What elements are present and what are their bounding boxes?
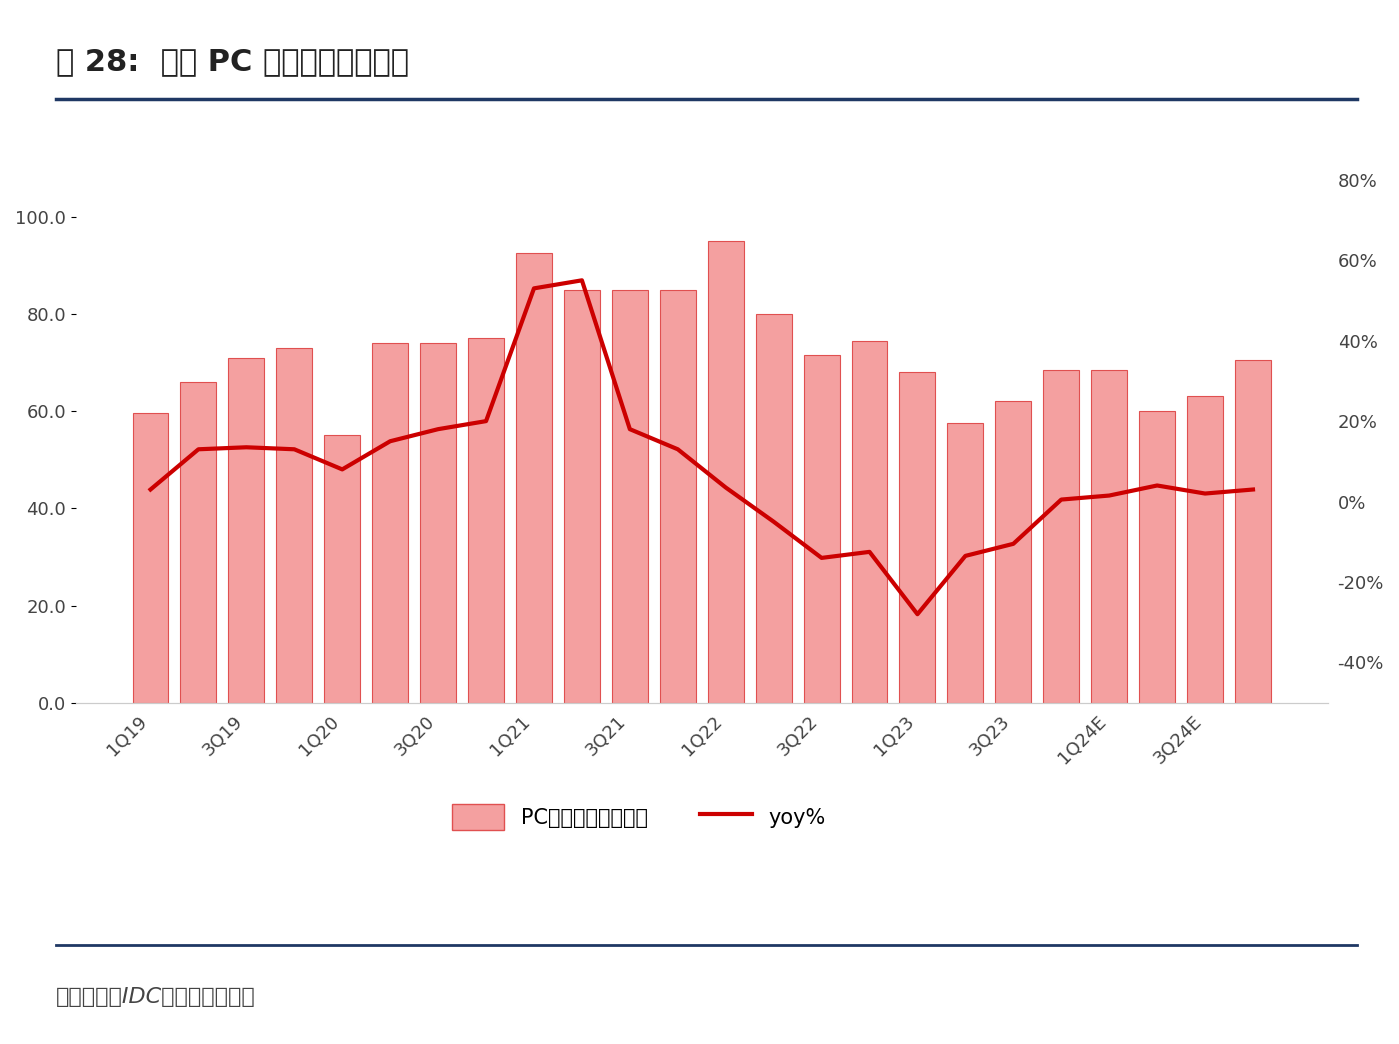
Bar [947, 423, 983, 703]
Bar [660, 289, 695, 703]
Bar [1188, 397, 1223, 703]
Bar [1235, 360, 1270, 703]
Bar [1139, 411, 1175, 703]
Bar [803, 355, 839, 703]
Bar [180, 382, 217, 703]
Bar [325, 435, 360, 703]
Bar [611, 289, 648, 703]
Bar [995, 401, 1031, 703]
Bar [1044, 370, 1079, 703]
Bar [708, 241, 744, 703]
Bar [372, 343, 409, 703]
Bar [755, 314, 792, 703]
Bar [1091, 370, 1128, 703]
Bar [852, 340, 887, 703]
Bar [420, 343, 456, 703]
Legend: PC出货量（百万台）, yoy%: PC出货量（百万台）, yoy% [443, 797, 834, 838]
Bar [516, 253, 553, 703]
Text: 数据来源：IDC，中信建投证券: 数据来源：IDC，中信建投证券 [56, 988, 256, 1007]
Bar [564, 289, 600, 703]
Bar [228, 358, 264, 703]
Bar [469, 338, 504, 703]
Bar [900, 372, 936, 703]
Bar [277, 348, 312, 703]
Text: 图 28:  全球 PC 季度出货量及增速: 图 28: 全球 PC 季度出货量及增速 [56, 47, 409, 76]
Bar [133, 413, 168, 703]
